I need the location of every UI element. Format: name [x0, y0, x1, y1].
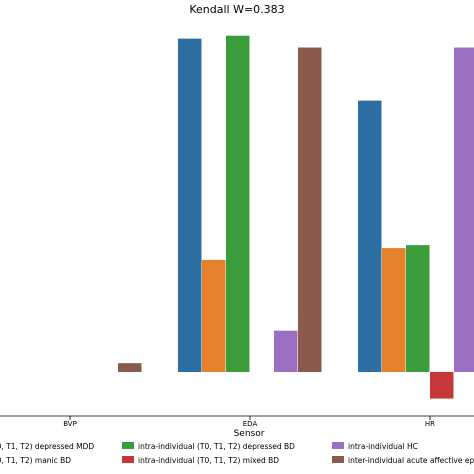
x-tick-label-eda: EDA — [243, 420, 258, 428]
legend-item-6[interactable]: inter-individual acute affective ep — [332, 456, 474, 465]
legend-label-2: T0, T1, T2) manic BD — [0, 456, 71, 465]
plot-area: BVP EDA HR — [0, 35, 474, 428]
x-tick-label-bvp: BVP — [63, 420, 77, 428]
bar-eda-series-1 — [178, 38, 202, 373]
legend-swatch-4 — [122, 456, 134, 463]
legend-label-4: intra-individual (T0, T1, T2) mixed BD — [138, 456, 279, 465]
legend-item-4[interactable]: intra-individual (T0, T1, T2) mixed BD — [122, 456, 279, 465]
bar-eda-series-6 — [298, 47, 322, 372]
bar-eda-series-5 — [274, 330, 298, 372]
legend-label-6: inter-individual acute affective ep — [348, 456, 474, 465]
legend-item-3[interactable]: intra-individual (T0, T1, T2) depressed … — [122, 442, 295, 451]
legend-swatch-5 — [332, 442, 344, 449]
bar-hr-series-3 — [406, 245, 430, 372]
bar-eda-series-3 — [226, 35, 250, 372]
chart-title: Kendall W=0.383 — [189, 3, 284, 16]
x-axis-label: Sensor — [234, 429, 265, 439]
legend-swatch-6 — [332, 456, 344, 463]
legend-swatch-3 — [122, 442, 134, 449]
legend-label-5: intra-individual HC — [348, 442, 418, 451]
legend[interactable]: T0, T1, T2) depressed MDD T0, T1, T2) man… — [0, 442, 474, 465]
bar-hr-series-2 — [382, 248, 406, 372]
bar-hr-series-4 — [430, 372, 454, 399]
legend-label-1: T0, T1, T2) depressed MDD — [0, 442, 94, 451]
bar-eda-series-2 — [202, 259, 226, 372]
legend-label-3: intra-individual (T0, T1, T2) depressed … — [138, 442, 295, 451]
x-ticks-group: BVP EDA HR — [63, 416, 435, 428]
bars-group — [118, 35, 474, 399]
bar-bvp-series-6 — [118, 363, 142, 372]
bar-hr-series-5 — [454, 47, 474, 372]
legend-item-5[interactable]: intra-individual HC — [332, 442, 418, 451]
x-tick-label-hr: HR — [425, 420, 435, 428]
legend-item-2[interactable]: T0, T1, T2) manic BD — [0, 456, 71, 465]
bar-hr-series-1 — [358, 100, 382, 372]
legend-item-1[interactable]: T0, T1, T2) depressed MDD — [0, 442, 94, 451]
